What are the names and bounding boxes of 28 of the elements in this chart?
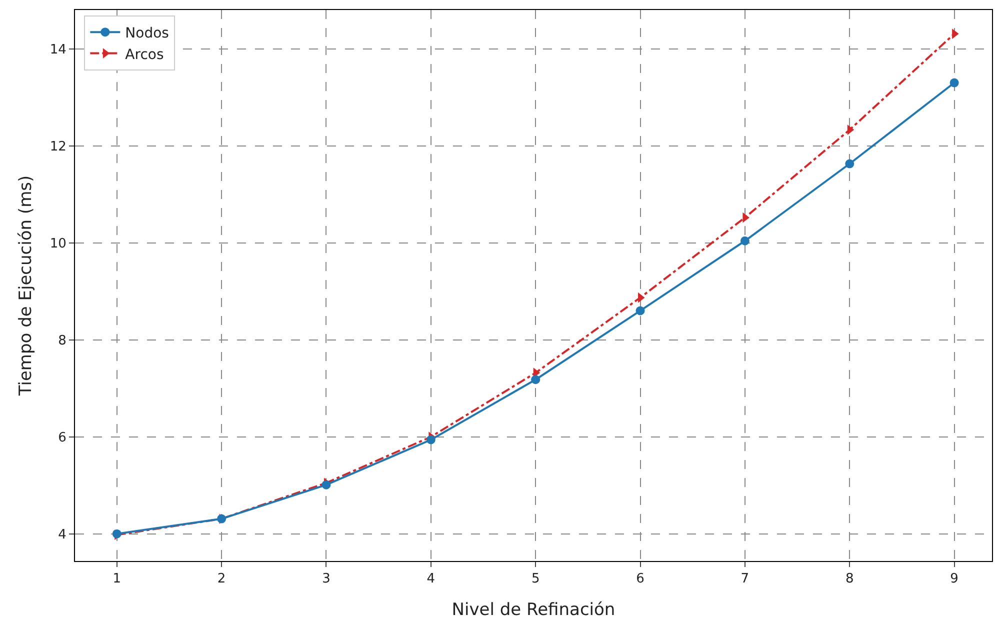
y-axis-title: Tiempo de Ejecución (ms) [16,175,36,397]
point [636,306,645,316]
y-tick-label: 6 [58,430,66,446]
point [740,236,750,246]
x-axis-title: Nivel de Refinación [452,600,616,620]
x-tick-label: 1 [112,572,122,587]
point [112,529,122,538]
y-tick-label: 12 [50,139,66,154]
x-tick-label: 8 [845,572,854,587]
point [531,375,540,384]
y-tick-label: 8 [58,333,66,348]
y-tick-label: 4 [58,527,66,542]
point [950,78,959,88]
point [426,435,436,444]
x-tick-label: 4 [426,572,436,587]
x-tick-label: 2 [217,572,226,587]
x-tick-label: 7 [740,572,750,587]
x-tick-label: 9 [950,572,958,587]
point [845,159,854,168]
y-tick-label: 10 [50,236,66,252]
x-tick-label: 6 [636,572,644,587]
point [847,124,854,135]
legend-label: Arcos [125,46,164,63]
x-tick-label: 5 [531,572,540,587]
x-tick-label: 3 [322,572,330,587]
point [322,480,331,490]
legend-label: Nodos [125,26,169,42]
y-tick-label: 14 [50,42,66,58]
